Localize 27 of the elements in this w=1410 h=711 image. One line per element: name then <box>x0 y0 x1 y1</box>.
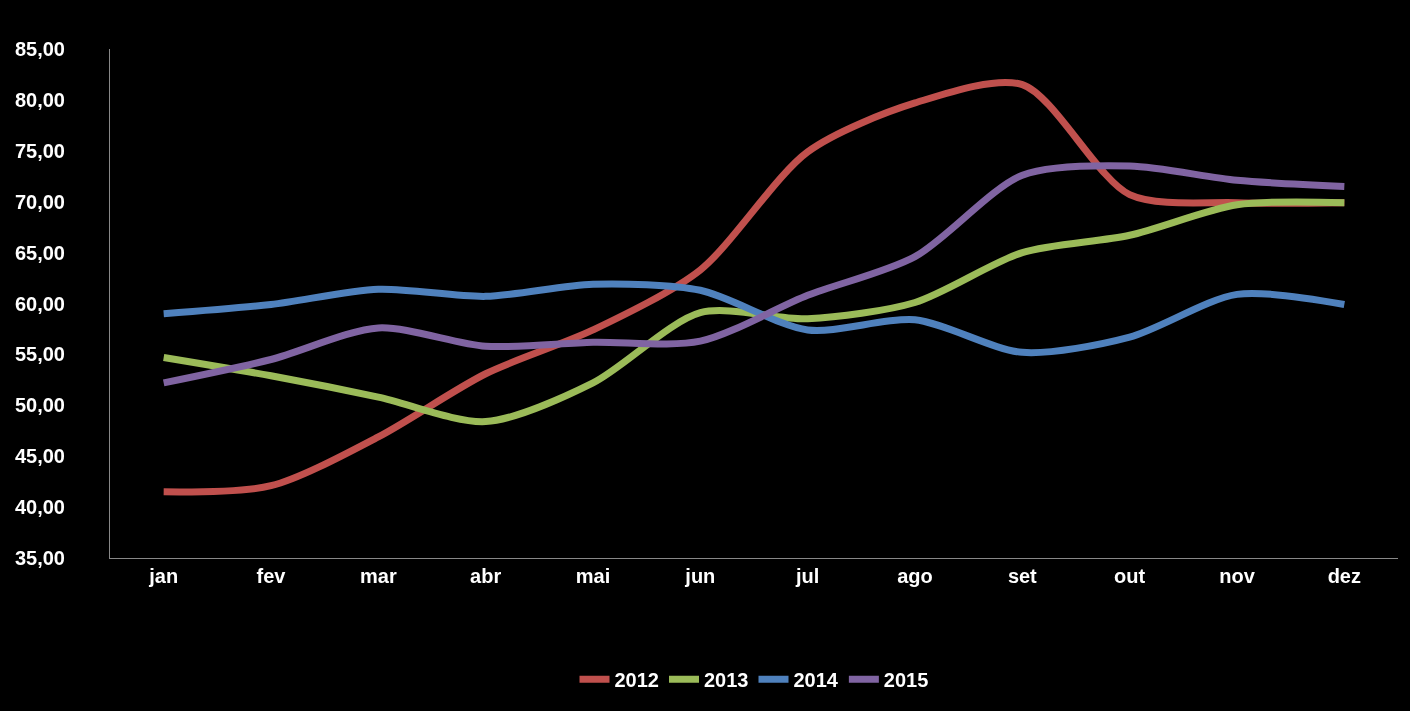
y-tick-label: 85,00 <box>14 38 65 60</box>
y-tick-label: 70,00 <box>14 190 65 213</box>
y-tick-label: 80,00 <box>14 88 65 111</box>
legend-label: 2013 <box>704 669 749 692</box>
y-tick-label: 35,00 <box>14 547 65 569</box>
legend-label: 2015 <box>883 669 929 692</box>
x-tick-label: out <box>1114 565 1146 587</box>
legend-label: 2014 <box>793 669 839 692</box>
x-tick-label: set <box>1007 565 1038 587</box>
x-tick-label: fev <box>256 565 287 587</box>
x-tick-label: jul <box>795 565 820 587</box>
x-tick-label: jun <box>684 565 716 587</box>
x-tick-label: dez <box>1327 565 1361 587</box>
legend-label: 2012 <box>614 669 659 692</box>
x-tick-label: abr <box>470 565 502 587</box>
x-tick-label: mai <box>575 565 611 587</box>
x-tick-label: ago <box>897 565 933 587</box>
y-tick-label: 50,00 <box>14 394 65 417</box>
y-tick-label: 60,00 <box>14 292 65 315</box>
y-tick-label: 65,00 <box>14 241 65 264</box>
x-tick-label: jan <box>148 565 179 587</box>
y-tick-label: 40,00 <box>14 496 65 519</box>
x-tick-label: nov <box>1219 565 1256 587</box>
y-tick-label: 45,00 <box>14 445 65 468</box>
x-tick-label: mar <box>359 565 397 587</box>
y-tick-label: 55,00 <box>14 343 65 366</box>
y-tick-label: 75,00 <box>14 139 65 162</box>
